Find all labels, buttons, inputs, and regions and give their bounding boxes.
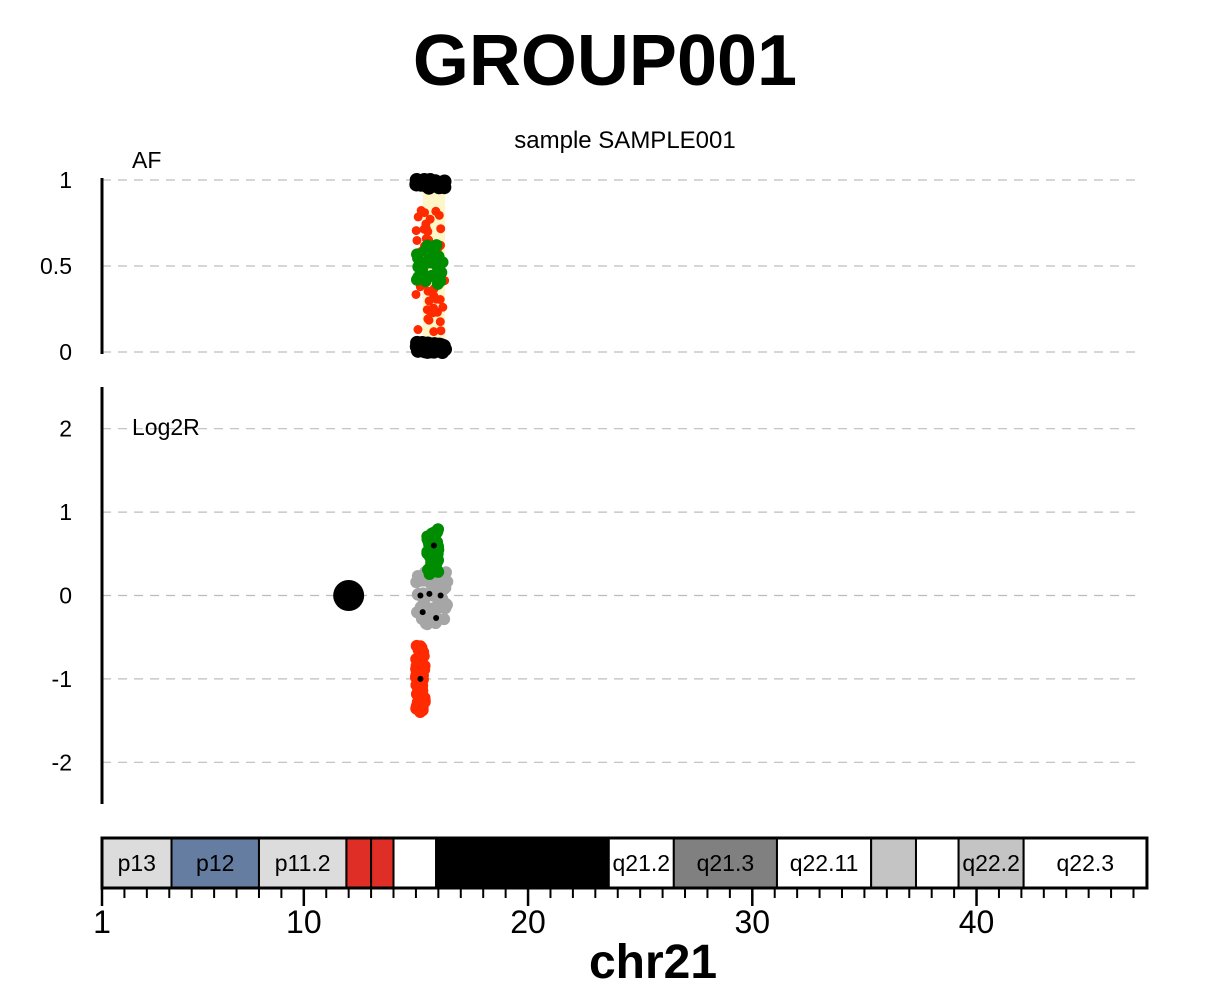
- log2r-data-point: [417, 592, 424, 599]
- log2r-data-point: [412, 698, 425, 711]
- af-data-point: [422, 175, 437, 190]
- af-data-point: [436, 339, 451, 354]
- x-tick-label: 20: [510, 904, 546, 940]
- af-grid: [102, 179, 1140, 353]
- log2r-data-point: [417, 610, 430, 623]
- ideogram-band: [392, 837, 438, 889]
- af-data-point: [430, 239, 443, 252]
- ideogram-outline: [100, 836, 1149, 890]
- ideogram-band-label: q21.3: [697, 850, 755, 876]
- af-data-point: [413, 325, 423, 335]
- ideogram-band: [345, 837, 373, 889]
- log2r-data-point: [434, 601, 447, 614]
- log2r-data-point: [415, 647, 428, 660]
- log2r-data-point: [427, 559, 440, 572]
- log2r-data-point: [430, 542, 437, 549]
- af-data-point: [425, 214, 435, 224]
- log2r-data-point: [410, 688, 423, 701]
- ideogram-band-label: p11.2: [275, 850, 331, 876]
- log2r-segment-marker: [333, 580, 365, 611]
- ideogram-band: [370, 837, 395, 889]
- log2r-y-tick-label: 1: [59, 499, 72, 525]
- af-data-point: [436, 326, 446, 336]
- log2r-y-tick-label: -2: [52, 749, 72, 775]
- af-y-tick-label: 0.5: [40, 253, 72, 279]
- af-data-point: [435, 295, 445, 305]
- af-points: [409, 173, 453, 359]
- ideogram-band: [435, 837, 610, 889]
- af-data-point: [438, 302, 448, 312]
- log2r-data-point: [419, 609, 426, 616]
- af-data-point: [437, 174, 452, 189]
- af-data-point: [416, 206, 426, 216]
- af-data-point: [428, 303, 438, 313]
- af-data-point: [411, 289, 421, 299]
- log2r-y-tick-label: 2: [59, 416, 72, 442]
- x-axis-label: chr21: [589, 936, 717, 989]
- ideogram-band: [914, 837, 960, 889]
- log2r-data-point: [417, 675, 424, 682]
- ideogram-band-label: q21.2: [613, 850, 671, 876]
- log2r-y-tick-label: 0: [59, 583, 72, 609]
- log2r-panel-label: Log2R: [132, 414, 200, 440]
- log2r-y-tick-labels: -2 -1 0 1 2: [52, 416, 72, 776]
- af-data-point: [431, 206, 441, 216]
- af-data-point: [411, 226, 421, 236]
- log2r-panel: Log2R -2 -1 0 1 2: [52, 387, 1140, 804]
- x-tick-label: 30: [734, 904, 770, 940]
- ideogram-band: [870, 837, 917, 889]
- chromosome-ideogram: p13 p12 p11.2 q21.2 q21.3 q22.11 q22.2 q22.3: [100, 836, 1149, 890]
- log2r-grid: [102, 428, 1140, 763]
- log2r-data-point: [426, 590, 433, 597]
- af-panel-label: AF: [132, 147, 161, 173]
- af-data-point: [436, 224, 446, 234]
- af-y-tick-labels: 00.51: [40, 167, 72, 365]
- log2r-data-point: [433, 615, 440, 622]
- af-data-point: [435, 317, 445, 327]
- af-y-tick-label: 0: [59, 339, 72, 365]
- chart-subtitle: sample SAMPLE001: [514, 127, 735, 154]
- ideogram-band-label: q22.3: [1057, 850, 1115, 876]
- af-data-point: [429, 291, 439, 301]
- log2r-y-tick-label: -1: [52, 666, 72, 692]
- ideogram-band-label: p12: [196, 850, 234, 876]
- ideogram-band: [672, 837, 778, 889]
- af-data-point: [411, 336, 426, 351]
- x-tick-label: 40: [959, 904, 995, 940]
- ideogram-band: [1022, 837, 1148, 889]
- log2r-data-point: [424, 531, 437, 544]
- log2r-data-point: [437, 592, 444, 599]
- x-tick-label: 10: [286, 904, 322, 940]
- log2r-data-point: [410, 576, 423, 589]
- ideogram-band-label: q22.2: [962, 850, 1020, 876]
- af-data-point: [421, 243, 434, 256]
- af-data-point: [424, 315, 434, 325]
- af-data-point: [412, 235, 422, 245]
- ideogram-band-label: p13: [118, 850, 156, 876]
- chart-title: GROUP001: [413, 21, 797, 101]
- ideogram-band-label: q22.11: [790, 850, 859, 876]
- af-data-point: [429, 327, 439, 337]
- af-panel: AF 00.51: [40, 147, 1140, 365]
- af-y-tick-label: 1: [59, 167, 72, 193]
- log2r-data-point: [432, 523, 445, 536]
- x-tick-label: 1: [93, 904, 111, 940]
- x-axis: 1 10 20 30 40: [93, 888, 1135, 940]
- log2r-points: [333, 523, 454, 719]
- af-data-point: [424, 338, 439, 353]
